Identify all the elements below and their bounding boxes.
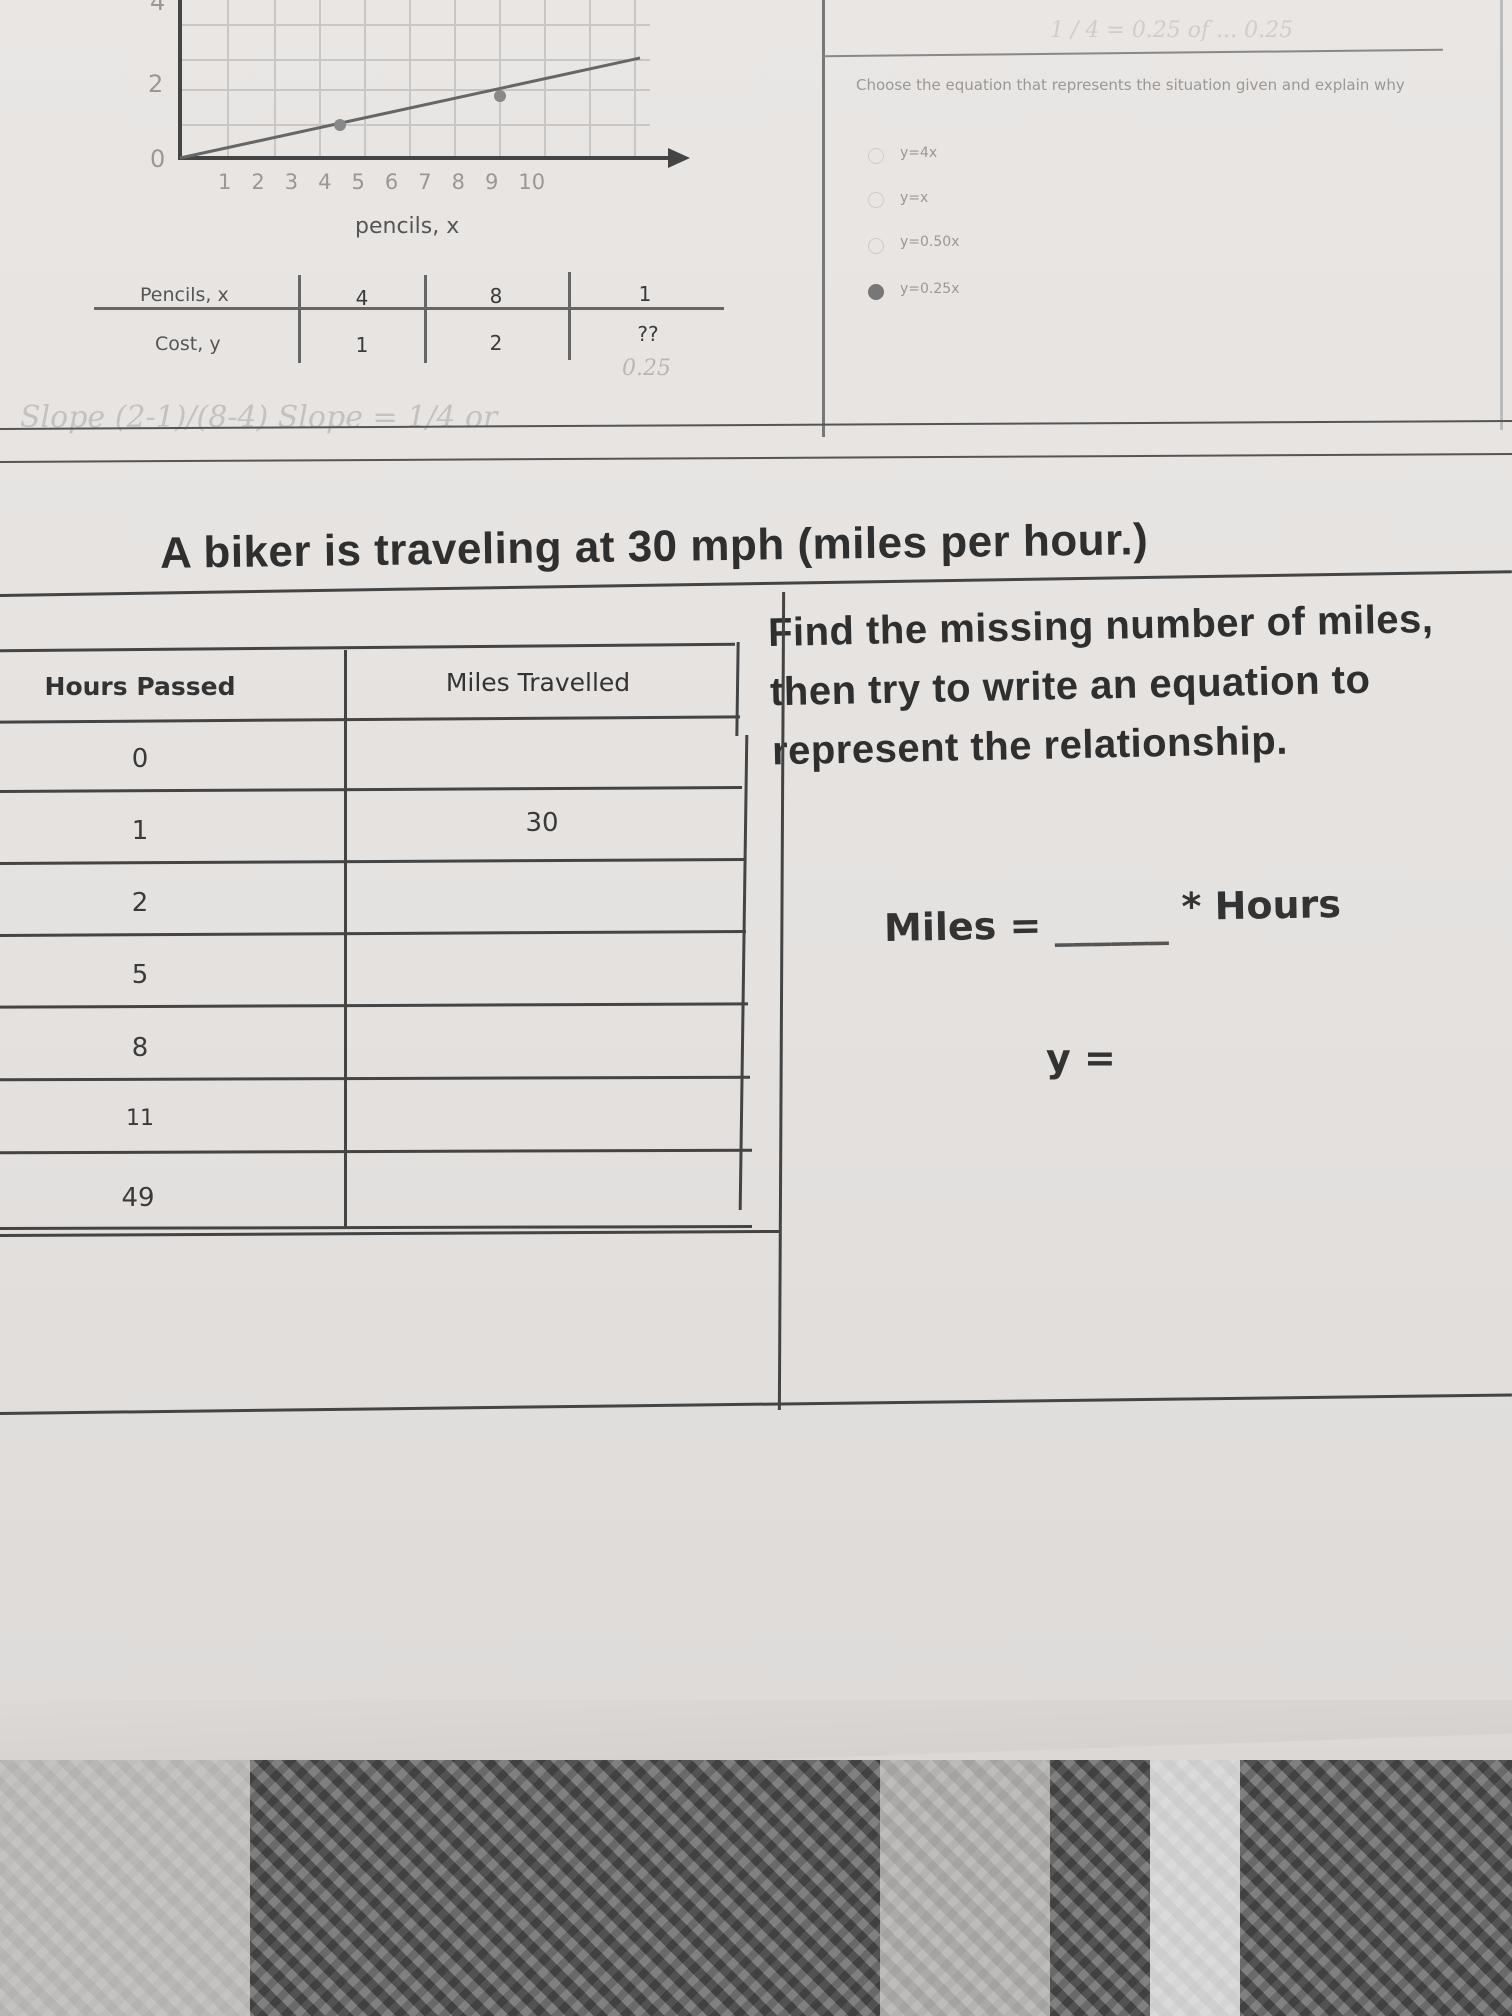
cost-value: 2 (489, 331, 503, 355)
option-label: y=0.50x (900, 234, 960, 250)
divider (0, 453, 1512, 463)
symbol-equation[interactable]: y = (1046, 1036, 1116, 1080)
x-tick: 9 (485, 170, 499, 194)
graph-svg (178, 0, 690, 168)
divider (0, 1229, 781, 1238)
instruction-line: represent the relationship. (771, 718, 1289, 774)
word-equation: Miles = ______ * Hours (883, 882, 1342, 950)
x-tick: 1 (218, 170, 232, 194)
y-tick-0: 0 (150, 145, 166, 173)
handwritten-slope: Slope (2-1)/(8-4) Slope = 1/4 or (20, 400, 498, 435)
instruction-line: then try to write an equation to (769, 657, 1371, 715)
pencils-value: 1 (638, 282, 652, 306)
divider (1500, 0, 1503, 430)
cost-value: 1 (355, 333, 369, 357)
x-tick: 3 (284, 170, 299, 194)
x-tick: 10 (518, 170, 546, 194)
graph-line (179, 56, 641, 160)
miles-cell[interactable]: 30 (525, 808, 559, 838)
hours-cell: 1 (131, 816, 149, 846)
x-axis-label: pencils, x (355, 214, 460, 239)
option-label: y=4x (900, 145, 938, 161)
problem-title: A biker is traveling at 30 mph (miles pe… (159, 515, 1149, 578)
divider (822, 0, 825, 437)
fabric-background (0, 1760, 1512, 2016)
hours-cell: 2 (131, 888, 149, 918)
cost-value: ?? (637, 322, 659, 346)
x-tick: 2 (251, 170, 265, 194)
x-tick: 4 (318, 170, 332, 194)
instruction-line: Find the missing number of miles, (767, 597, 1434, 655)
option-label: y=0.25x (900, 281, 960, 297)
data-point (334, 119, 346, 131)
hours-cell: 0 (131, 744, 149, 774)
header-hours: Hours Passed (44, 672, 236, 701)
x-tick: 6 (384, 170, 399, 194)
x-ticks: 1 2 3 4 5 6 7 8 9 10 (218, 170, 545, 194)
pencils-label: Pencils, x (140, 284, 229, 306)
divider (0, 1393, 1512, 1415)
hours-cell: 5 (131, 960, 149, 990)
y-tick-2: 2 (148, 70, 164, 98)
x-tick: 5 (351, 170, 365, 194)
header-miles: Miles Travelled (445, 668, 631, 697)
handwritten-top: 1 / 4 = 0.25 of ... 0.25 (1050, 18, 1294, 43)
radio-option[interactable] (868, 148, 884, 164)
hours-cell: 8 (131, 1033, 149, 1063)
divider (823, 48, 1443, 58)
data-point (494, 90, 506, 102)
radio-option[interactable] (868, 238, 884, 254)
y-tick-4: 4 (150, 0, 166, 16)
side-question-prompt: Choose the equation that represents the … (856, 76, 1405, 94)
x-axis-arrow (668, 148, 690, 168)
hours-cell: 49 (121, 1183, 155, 1213)
radio-option[interactable] (868, 192, 884, 208)
option-label: y=x (900, 190, 929, 206)
pencils-value: 4 (355, 286, 369, 310)
handwritten-answer: 0.25 (622, 356, 671, 381)
equation-blank[interactable]: ______ (1054, 901, 1169, 948)
hours-cell: 11 (126, 1106, 154, 1131)
cost-label: Cost, y (155, 333, 221, 355)
equation-right: * Hours (1181, 882, 1342, 929)
x-tick: 8 (451, 170, 465, 194)
pencils-value: 8 (489, 284, 503, 308)
x-tick: 7 (418, 170, 432, 194)
equation-left: Miles = (883, 903, 1042, 950)
radio-option-selected[interactable] (868, 284, 884, 300)
